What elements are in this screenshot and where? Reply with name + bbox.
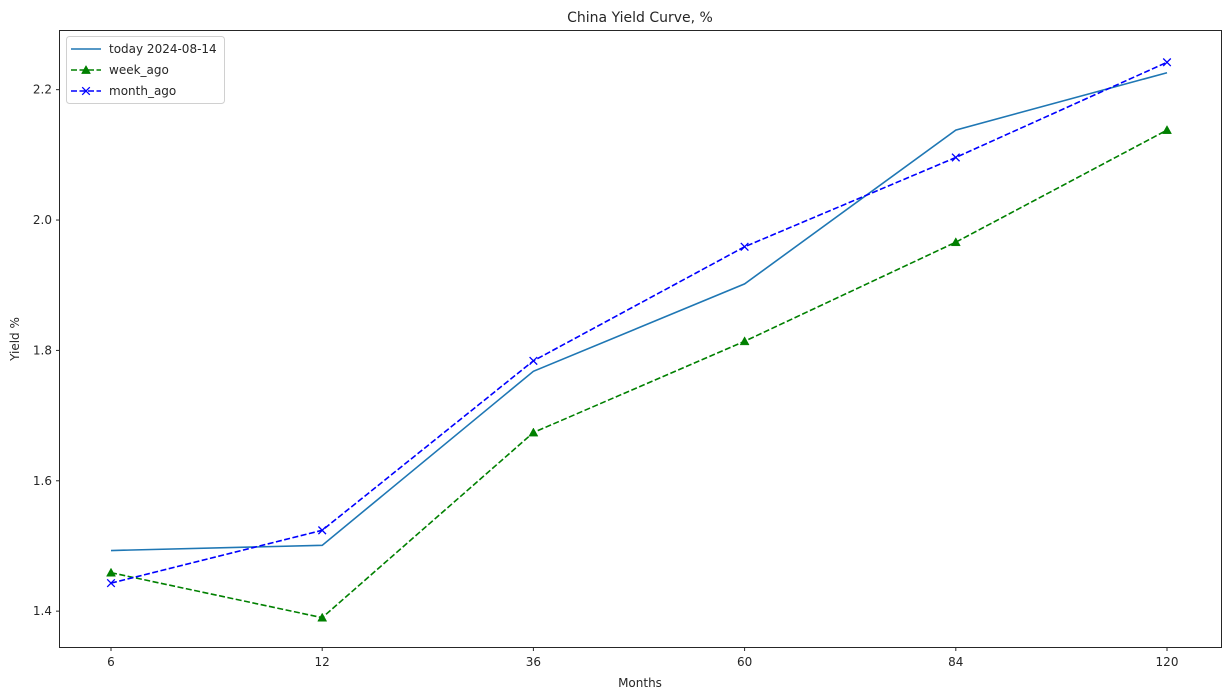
- marker-stroke: [740, 242, 749, 252]
- legend-item: week_ago: [71, 63, 169, 77]
- plot-area: [59, 30, 1222, 648]
- legend: today 2024-08-14 week_ago month_ago: [66, 36, 225, 104]
- series-month-ago: [106, 58, 1172, 588]
- x-tick-label: 36: [526, 655, 541, 669]
- legend-label: month_ago: [109, 84, 176, 98]
- data-point: [1162, 58, 1172, 67]
- x-tick-label: 12: [315, 655, 330, 669]
- series-line: [110, 129, 1168, 619]
- data-point: [740, 242, 749, 252]
- series-line: [110, 71, 1168, 552]
- y-tick-label: 1.8: [33, 343, 52, 357]
- legend-box: [66, 36, 225, 104]
- marker-stroke: [106, 578, 116, 588]
- x-tick-label: 84: [948, 655, 963, 669]
- data-point: [317, 612, 328, 622]
- series-layer: [106, 58, 1172, 622]
- y-tick-label: 1.4: [33, 604, 52, 618]
- y-tick-label: 2.0: [33, 213, 52, 227]
- y-axis: 1.4 1.6 1.8 2.0 2.2: [33, 83, 60, 618]
- legend-item: month_ago: [71, 84, 176, 98]
- data-point: [106, 578, 116, 588]
- x-tick-label: 120: [1156, 655, 1179, 669]
- legend-item: today 2024-08-14: [71, 42, 217, 56]
- data-point: [529, 356, 538, 366]
- marker-stroke: [81, 86, 91, 96]
- legend-label: week_ago: [109, 63, 169, 77]
- legend-marker: [81, 86, 91, 96]
- y-tick-label: 2.2: [33, 83, 52, 97]
- series-today-2024-08-14: [110, 71, 1168, 552]
- y-tick-label: 1.6: [33, 474, 52, 488]
- marker-stroke: [529, 356, 538, 366]
- x-tick-label: 6: [107, 655, 115, 669]
- series-line: [110, 61, 1168, 584]
- data-point: [1162, 125, 1172, 134]
- x-tick-label: 60: [737, 655, 752, 669]
- marker-stroke: [317, 526, 327, 535]
- data-point: [317, 526, 327, 535]
- x-axis-label: Months: [618, 676, 662, 690]
- legend-marker: [81, 64, 91, 74]
- marker-stroke: [1162, 58, 1172, 67]
- marker-stroke: [951, 153, 961, 162]
- y-axis-label: Yield %: [8, 317, 22, 362]
- data-point: [950, 237, 961, 247]
- data-point: [951, 153, 961, 162]
- data-point: [528, 427, 539, 437]
- x-axis: 6 12 36 60 84 120: [107, 647, 1178, 669]
- series-week-ago: [106, 125, 1172, 622]
- data-point: [739, 336, 750, 346]
- legend-label: today 2024-08-14: [109, 42, 217, 56]
- data-point: [106, 567, 116, 577]
- chart-title: China Yield Curve, %: [567, 10, 713, 26]
